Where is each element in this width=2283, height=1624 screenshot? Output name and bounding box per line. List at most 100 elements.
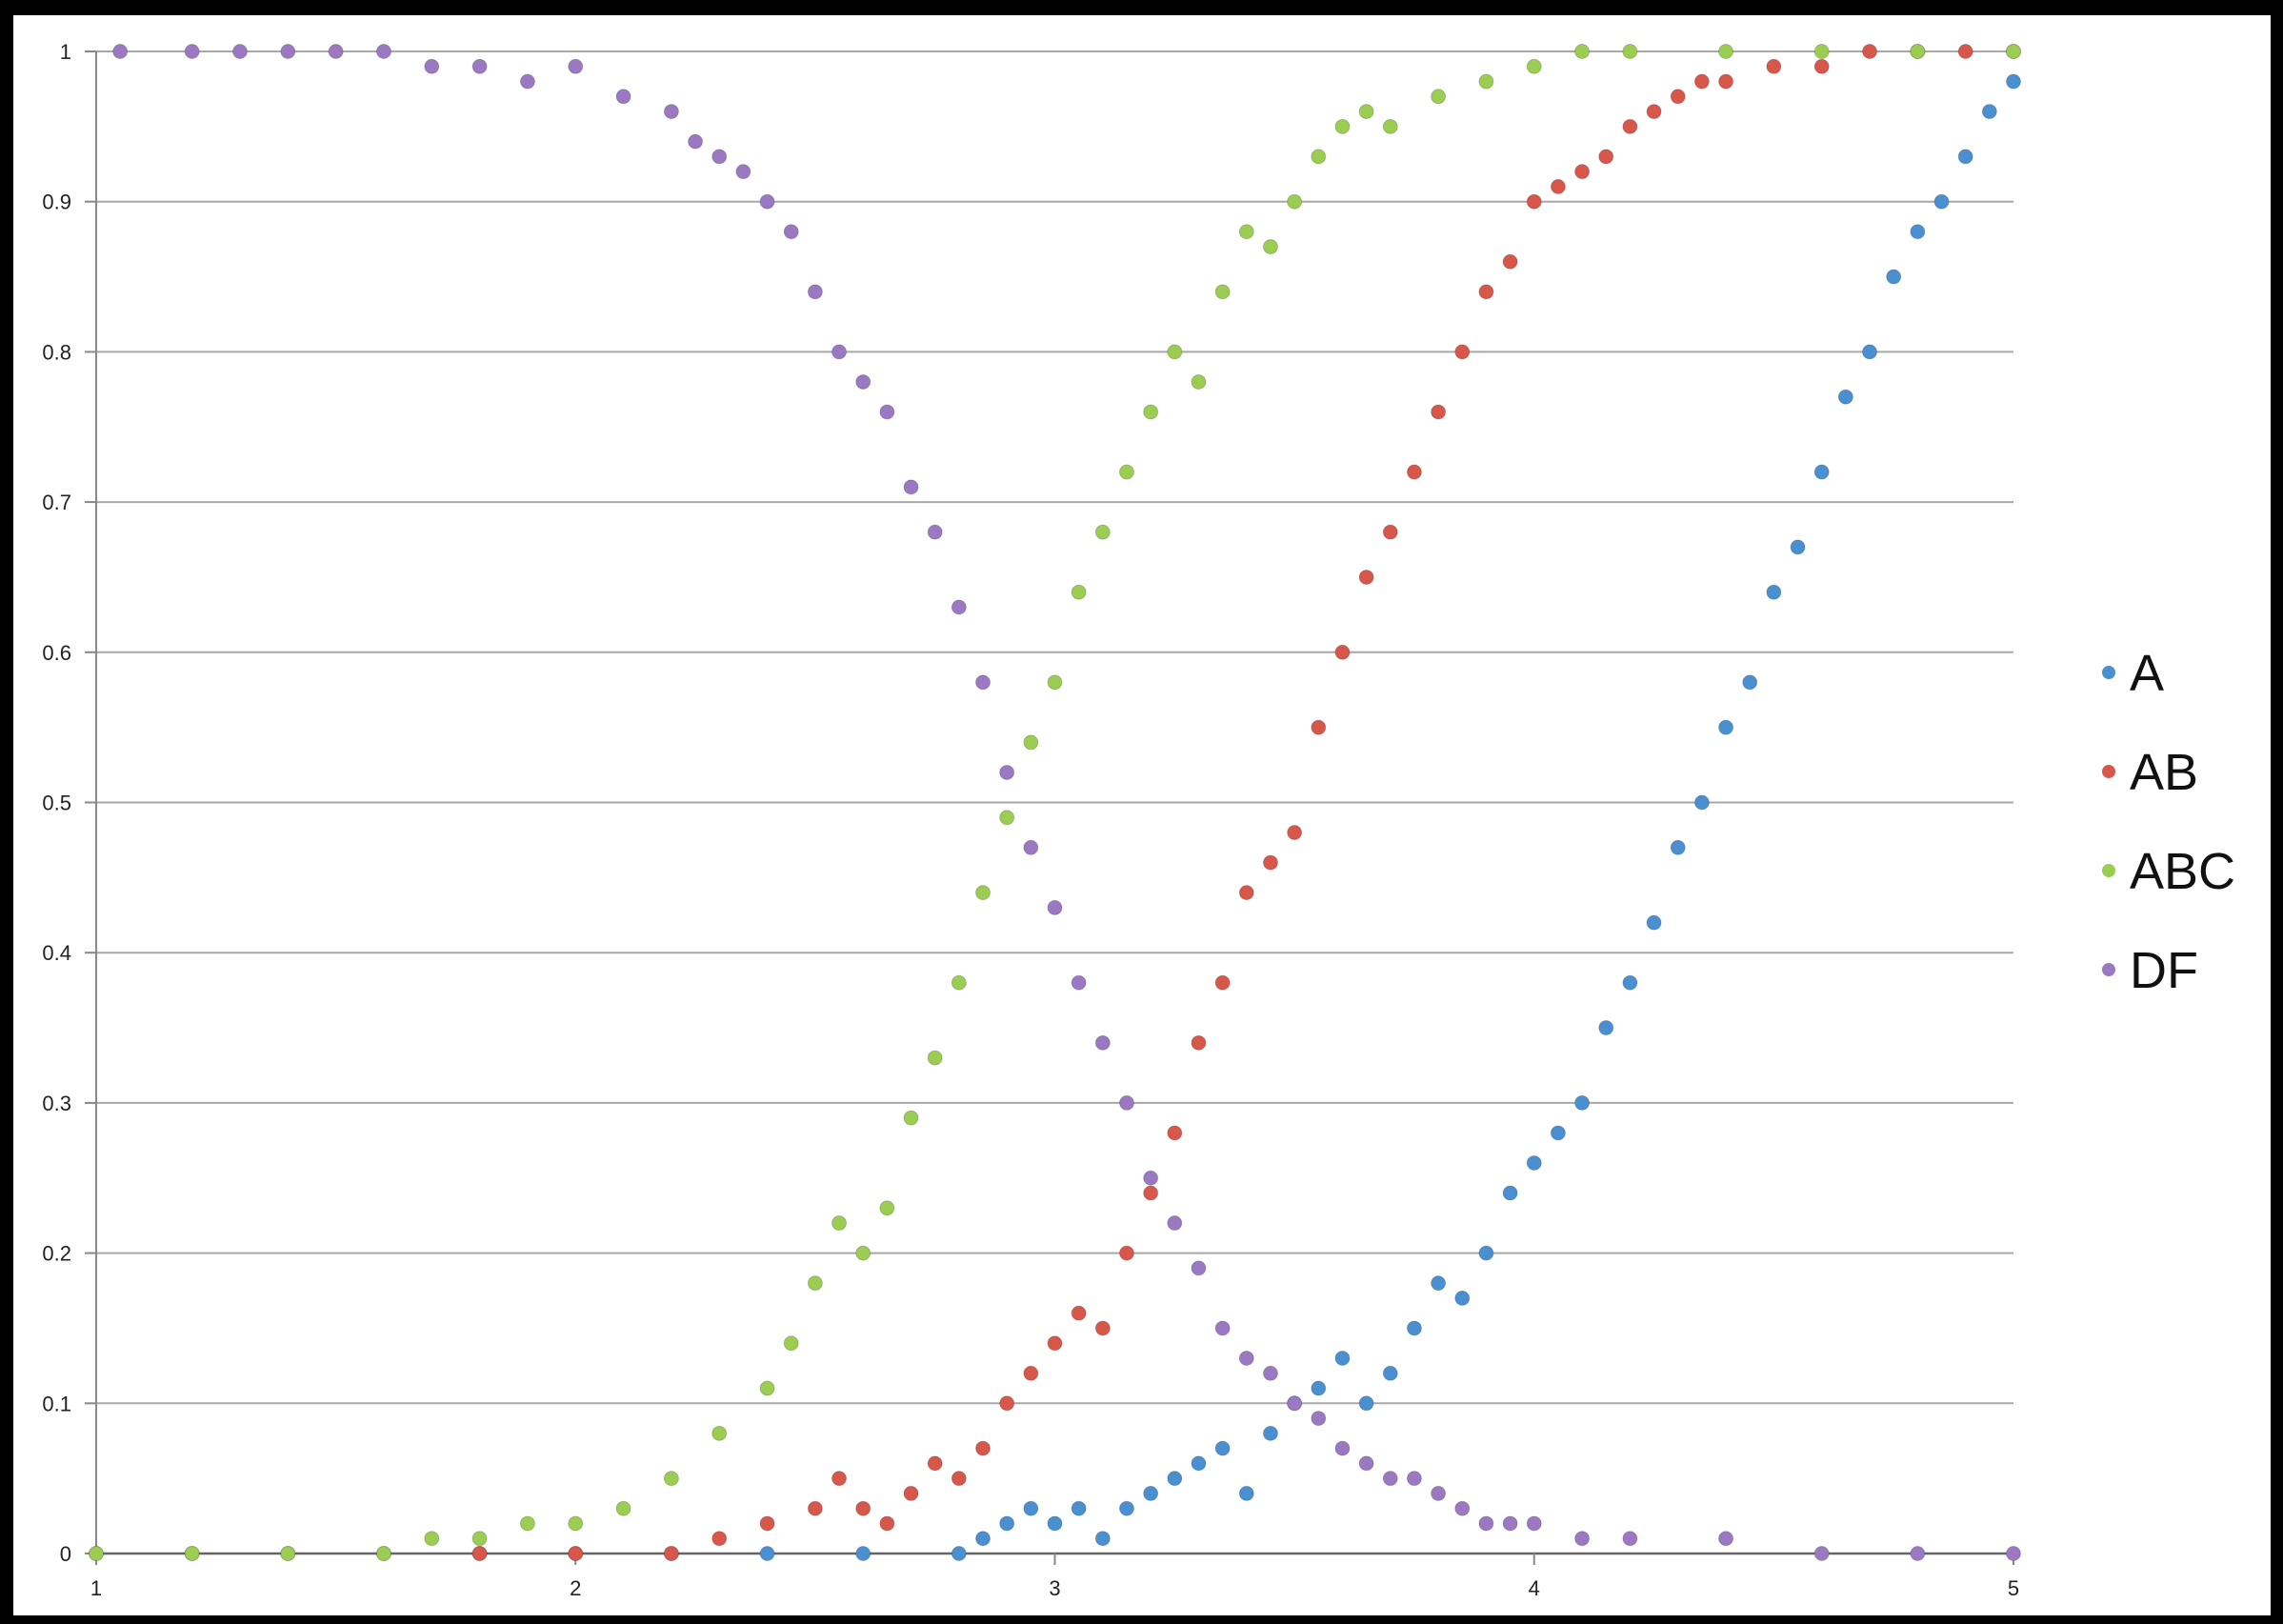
data-point: [879, 1200, 895, 1216]
data-point: [1646, 104, 1662, 120]
data-point: [879, 1515, 895, 1532]
data-point: [1837, 389, 1853, 405]
data-point: [1431, 404, 1447, 420]
data-point: [1526, 1515, 1542, 1532]
data-point: [1406, 1471, 1422, 1487]
data-point: [1981, 104, 1997, 120]
data-point: [1813, 58, 1830, 74]
legend-label: AB: [2130, 744, 2198, 801]
data-point: [999, 1515, 1015, 1532]
ytick-label: 0: [60, 1542, 71, 1566]
data-point: [759, 1380, 775, 1396]
ytick-label: 0.4: [42, 941, 71, 965]
data-point: [1718, 1531, 1734, 1547]
data-point: [1167, 1215, 1183, 1232]
data-point: [519, 1515, 535, 1532]
data-point: [663, 1546, 679, 1561]
data-point: [1094, 1531, 1111, 1547]
legend-item-a[interactable]: A: [2102, 645, 2164, 702]
data-point: [1143, 1185, 1159, 1201]
data-point: [1311, 1380, 1327, 1396]
data-point: [1214, 1320, 1231, 1336]
data-point: [1598, 1020, 1614, 1036]
ytick-label: 0.8: [42, 340, 71, 364]
data-point: [1431, 1485, 1447, 1501]
data-point: [1718, 719, 1734, 735]
data-point: [1574, 44, 1591, 59]
data-point: [1574, 1531, 1591, 1547]
data-point: [231, 44, 248, 59]
data-point: [807, 1275, 823, 1292]
ytick-label: 0.6: [42, 641, 71, 665]
data-point: [375, 1546, 391, 1561]
data-point: [1191, 1034, 1207, 1051]
data-point: [807, 1500, 823, 1516]
data-point: [951, 599, 967, 615]
data-point: [1406, 464, 1422, 480]
legend-item-abc[interactable]: ABC: [2102, 843, 2235, 900]
legend[interactable]: A AB ABC DF: [2102, 645, 2235, 999]
data-point: [1167, 1471, 1183, 1487]
data-point: [89, 1546, 104, 1561]
data-point: [975, 1440, 991, 1456]
data-point: [1478, 73, 1494, 90]
data-point: [1910, 1546, 1926, 1561]
data-point: [1502, 253, 1518, 270]
data-point: [759, 193, 775, 210]
data-point: [1431, 89, 1447, 105]
data-point: [1886, 269, 1902, 285]
data-point: [1167, 344, 1183, 360]
data-point: [903, 1110, 919, 1126]
data-point: [568, 1515, 584, 1532]
data-point: [783, 1335, 799, 1352]
data-point: [1454, 1500, 1471, 1516]
data-point: [1406, 1320, 1422, 1336]
data-point: [424, 58, 440, 74]
data-point: [951, 1546, 967, 1561]
data-point: [1622, 974, 1638, 991]
data-point: [1910, 44, 1926, 59]
data-point: [2006, 44, 2021, 59]
data-point: [1047, 1335, 1063, 1352]
data-point: [1382, 118, 1398, 134]
data-point: [855, 373, 871, 390]
data-point: [951, 974, 967, 991]
legend-label: ABC: [2130, 843, 2235, 900]
legend-marker: [2102, 864, 2115, 877]
data-point: [1957, 149, 1973, 165]
legend-marker: [2102, 765, 2115, 778]
data-point: [1790, 539, 1806, 555]
data-point: [1622, 118, 1638, 134]
data-point: [1502, 1185, 1518, 1201]
data-point: [1047, 899, 1063, 915]
legend-label: A: [2130, 645, 2164, 702]
data-point: [1334, 1440, 1351, 1456]
data-point: [424, 1531, 440, 1547]
data-point: [1214, 1440, 1231, 1456]
data-point: [1454, 1290, 1471, 1306]
data-point: [1574, 1094, 1591, 1111]
data-point: [1693, 73, 1710, 90]
data-point: [1311, 1411, 1327, 1427]
data-point: [1813, 44, 1830, 59]
data-point: [1094, 524, 1111, 540]
data-point: [711, 1425, 728, 1441]
data-point: [1550, 178, 1566, 194]
data-point: [519, 73, 535, 90]
data-point: [735, 164, 751, 180]
data-point: [112, 44, 129, 59]
legend-item-df[interactable]: DF: [2102, 942, 2198, 999]
data-point: [1262, 239, 1278, 255]
data-point: [1813, 464, 1830, 480]
data-point: [1023, 1500, 1039, 1516]
data-point: [1071, 1500, 1087, 1516]
data-point: [1238, 885, 1254, 901]
data-point: [1382, 1365, 1398, 1381]
data-point: [1622, 44, 1638, 59]
legend-label: DF: [2130, 942, 2198, 999]
legend-item-ab[interactable]: AB: [2102, 744, 2198, 801]
data-point: [1287, 825, 1303, 841]
data-point: [1071, 1305, 1087, 1321]
data-point: [1910, 224, 1926, 240]
data-point: [1191, 1260, 1207, 1276]
